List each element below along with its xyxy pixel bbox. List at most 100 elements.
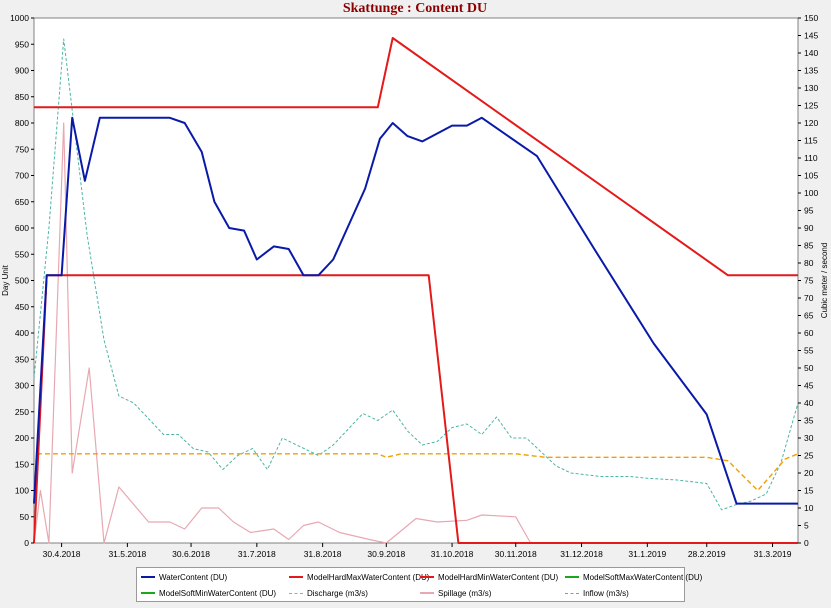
legend-item: Discharge (m3/s) [289, 586, 368, 600]
left-axis-tick-label: 850 [15, 92, 29, 102]
x-axis-tick-label: 31.3.2019 [754, 549, 792, 559]
legend-swatch [141, 592, 155, 594]
left-axis-tick-label: 450 [15, 302, 29, 312]
line-chart: Skattunge : Content DU 05010015020025030… [1, 1, 829, 559]
legend-swatch [289, 576, 303, 578]
left-axis-tick-label: 600 [15, 223, 29, 233]
legend-swatch [141, 576, 155, 578]
x-axis-tick-label: 31.12.2018 [560, 549, 603, 559]
legend-label: ModelSoftMaxWaterContent (DU) [583, 572, 703, 582]
chart-title: Skattunge : Content DU [343, 1, 487, 16]
legend-label: Discharge (m3/s) [307, 588, 368, 598]
left-axis-tick-label: 500 [15, 276, 29, 286]
right-axis-tick-label: 105 [804, 171, 818, 181]
left-axis-tick-label: 200 [15, 433, 29, 443]
legend-swatch [565, 592, 579, 594]
left-axis-tick-label: 550 [15, 249, 29, 259]
right-axis-tick-label: 65 [804, 311, 814, 321]
right-axis-tick-label: 90 [804, 223, 814, 233]
legend-item: ModelSoftMaxWaterContent (DU) [565, 570, 702, 584]
right-axis-tick-label: 115 [804, 136, 818, 146]
right-axis-label: Cubic meter / second [820, 243, 829, 319]
series-line-discharge-m3-s [33, 453, 799, 544]
right-axis-tick-label: 50 [804, 363, 814, 373]
legend-swatch [289, 592, 303, 594]
right-axis-tick-label: 35 [804, 416, 814, 426]
legend-swatch [420, 576, 434, 578]
x-axis-tick-label: 31.8.2018 [304, 549, 342, 559]
left-axis-label: Day Unit [1, 264, 10, 295]
right-axis-tick-label: 140 [804, 48, 818, 58]
left-axis-tick-label: 350 [15, 354, 29, 364]
x-axis-tick-label: 30.6.2018 [172, 549, 210, 559]
right-axis-tick-label: 20 [804, 468, 814, 478]
right-axis-tick-label: 135 [804, 66, 818, 76]
x-axis-tick-label: 31.5.2018 [108, 549, 146, 559]
series-line-inflow-m3-s [33, 38, 799, 511]
series-line-spillage-m3-s [33, 122, 798, 544]
legend-item: Inflow (m3/s) [565, 586, 629, 600]
legend-item: WaterContent (DU) [141, 570, 227, 584]
right-axis-tick-label: 95 [804, 206, 814, 216]
right-axis-tick-label: 5 [804, 521, 809, 531]
legend-item: Spillage (m3/s) [420, 586, 491, 600]
left-axis-tick-label: 750 [15, 144, 29, 154]
left-axis-tick-label: 50 [20, 512, 30, 522]
right-axis-tick-label: 110 [804, 153, 818, 163]
left-axis-tick-label: 250 [15, 407, 29, 417]
right-axis-tick-label: 60 [804, 328, 814, 338]
left-axis-tick-label: 400 [15, 328, 29, 338]
right-axis-tick-label: 145 [804, 31, 818, 41]
right-axis-tick-label: 125 [804, 101, 818, 111]
right-axis-tick-label: 45 [804, 381, 814, 391]
chart-legend: WaterContent (DU) ModelHardMaxWaterConten… [136, 567, 702, 602]
left-axis-tick-label: 150 [15, 459, 29, 469]
legend-swatch [565, 576, 579, 578]
legend-item: ModelHardMaxWaterContent (DU) [289, 570, 429, 584]
left-axis-tick-label: 800 [15, 118, 29, 128]
right-axis-tick-label: 10 [804, 503, 814, 513]
x-axis-tick-label: 31.1.2019 [628, 549, 666, 559]
right-axis-tick-label: 70 [804, 293, 814, 303]
left-axis-tick-label: 0 [24, 538, 29, 548]
left-axis-tick-label: 300 [15, 381, 29, 391]
left-axis-tick-label: 1000 [10, 13, 29, 23]
legend-label: ModelHardMaxWaterContent (DU) [307, 572, 430, 582]
legend-label: ModelSoftMinWaterContent (DU) [159, 588, 277, 598]
x-axis-tick-label: 30.11.2018 [495, 549, 537, 559]
axes-layer: 0501001502002503003504004505005506006507… [10, 13, 818, 559]
legend-label: Spillage (m3/s) [438, 588, 492, 598]
x-axis-tick-label: 30.9.2018 [367, 549, 405, 559]
right-axis-tick-label: 15 [804, 486, 814, 496]
right-axis-tick-label: 0 [804, 538, 809, 548]
right-axis-tick-label: 120 [804, 118, 818, 128]
series-line-modelhardmaxwatercontent-du [34, 37, 798, 277]
left-axis-tick-label: 900 [15, 66, 29, 76]
legend-label: ModelHardMinWaterContent (DU) [438, 572, 559, 582]
legend-item: ModelHardMinWaterContent (DU) [420, 570, 558, 584]
legend-label: Inflow (m3/s) [583, 588, 629, 598]
right-axis-tick-label: 130 [804, 83, 818, 93]
right-axis-tick-label: 150 [804, 13, 818, 23]
right-axis-tick-label: 55 [804, 346, 814, 356]
left-axis-tick-label: 950 [15, 39, 29, 49]
x-axis-tick-label: 31.10.2018 [431, 549, 474, 559]
right-axis-tick-label: 30 [804, 433, 814, 443]
x-axis-tick-label: 31.7.2018 [238, 549, 276, 559]
series-layer [33, 37, 799, 544]
right-axis-tick-label: 25 [804, 451, 814, 461]
legend-swatch [420, 592, 434, 594]
x-axis-tick-label: 30.4.2018 [43, 549, 81, 559]
series-line-watercontent-du [33, 116, 798, 505]
x-axis-tick-label: 28.2.2019 [688, 549, 726, 559]
plot-area [33, 17, 799, 544]
left-axis-tick-label: 100 [15, 486, 29, 496]
left-axis-tick-label: 700 [15, 171, 29, 181]
left-axis-tick-label: 650 [15, 197, 29, 207]
right-axis-tick-label: 100 [804, 188, 818, 198]
legend-item: ModelSoftMinWaterContent (DU) [141, 586, 276, 600]
right-axis-tick-label: 80 [804, 258, 814, 268]
right-axis-tick-label: 40 [804, 398, 814, 408]
right-axis-tick-label: 75 [804, 276, 814, 286]
right-axis-tick-label: 85 [804, 241, 814, 251]
